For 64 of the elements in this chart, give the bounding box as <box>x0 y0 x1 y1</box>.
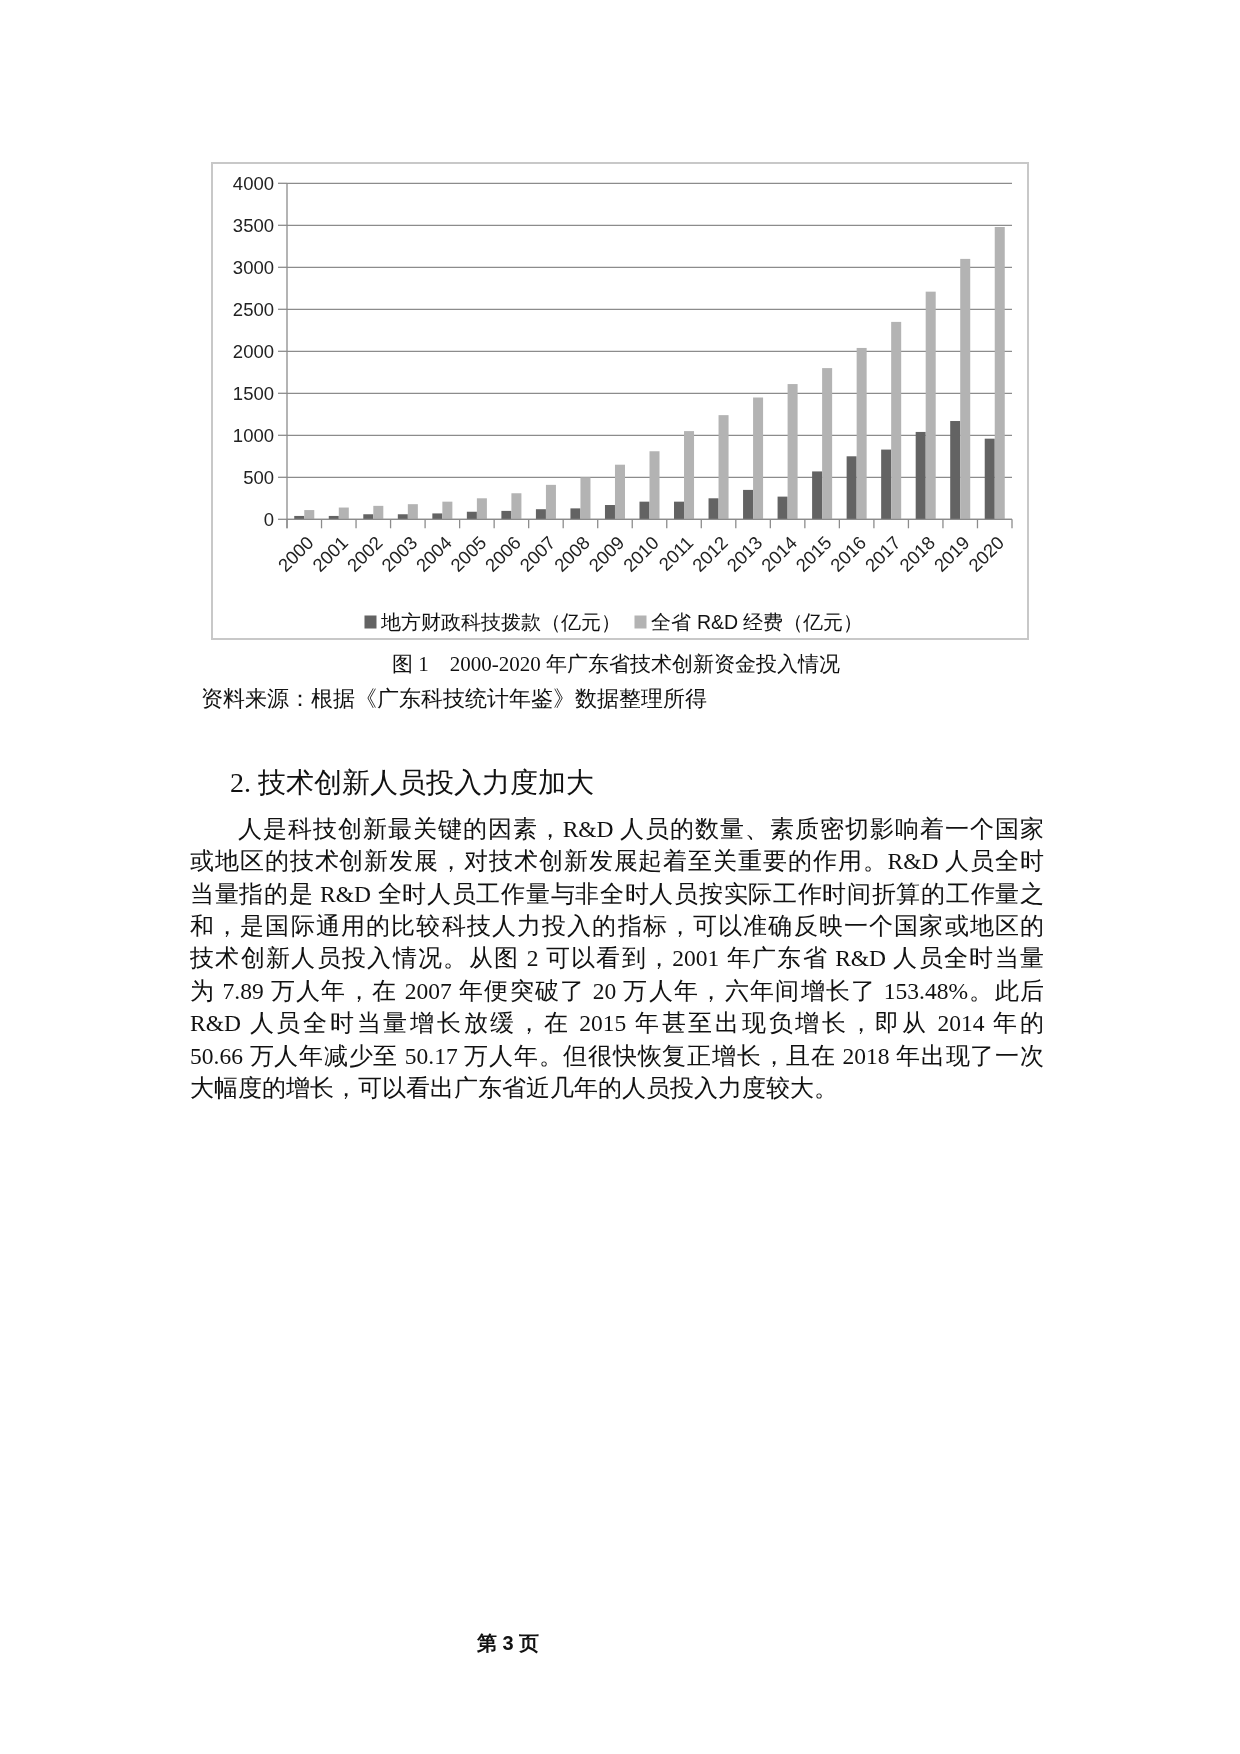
y-tick-label: 2500 <box>232 298 274 320</box>
y-tick-label: 3500 <box>232 214 274 236</box>
text: 人是科技创新最关键的因素，R&D 人员的数量、素质密切影响着一个国家 <box>238 814 1044 844</box>
bar <box>984 438 995 520</box>
y-tick-label: 3000 <box>232 256 274 278</box>
y-tick-label: 1500 <box>232 382 274 404</box>
bar <box>639 501 650 520</box>
text: 图 1 2000-2020 年广东省技术创新资金投入情况 <box>392 652 840 676</box>
bar <box>753 397 764 520</box>
bar <box>674 501 685 520</box>
bar <box>442 501 453 520</box>
text: 2. 技术创新人员投入力度加大 <box>230 766 594 798</box>
bar <box>373 505 384 520</box>
bar <box>304 510 315 520</box>
text: 第 3 页 <box>475 1632 540 1654</box>
legend-label: 地方财政科技拨款（亿元） <box>380 611 622 633</box>
bar <box>535 509 546 520</box>
bar <box>718 415 729 520</box>
text: R&D 人员全时当量增长放缓，在 2015 年甚至出现负增长，即从 2014 年的 <box>190 1009 1044 1039</box>
y-tick-label: 0 <box>263 508 274 530</box>
bar <box>397 514 408 520</box>
bar <box>466 511 477 520</box>
bar <box>777 496 788 520</box>
y-tick-label: 1000 <box>232 424 274 446</box>
bar <box>708 498 719 520</box>
y-tick-label: 2000 <box>232 340 274 362</box>
bar <box>915 431 926 520</box>
bar <box>994 226 1005 520</box>
bar <box>580 477 591 520</box>
bar <box>363 514 374 520</box>
bar <box>432 513 443 520</box>
text: 和，是国际通用的比较科技人力投入的指标，可以准确反映一个国家或地区的 <box>190 912 1044 941</box>
text: 为 7.89 万人年，在 2007 年便突破了 20 万人年，六年间增长了 153.48%。此后 <box>190 976 1044 1006</box>
bar <box>891 321 902 520</box>
y-tick-label: 500 <box>243 466 274 488</box>
bar <box>570 508 581 520</box>
text: 技术创新人员投入情况。从图 2 可以看到，2001 年广东省 R&D 人员全时当量 <box>190 944 1044 974</box>
bar <box>856 347 867 520</box>
bar <box>925 291 936 520</box>
bar <box>511 493 522 520</box>
bar <box>649 451 660 520</box>
text: 或地区的技术创新发展，对技术创新发展起着至关重要的作用。R&D 人员全时 <box>190 847 1044 877</box>
bar <box>604 505 615 520</box>
bar <box>787 384 798 520</box>
bar <box>881 449 892 520</box>
legend-label: 全省 R&D 经费（亿元） <box>651 611 864 633</box>
bar <box>545 484 556 520</box>
bar <box>614 464 625 520</box>
bar <box>846 456 857 520</box>
text: 资料来源：根据《广东科技统计年鉴》数据整理所得 <box>201 687 707 711</box>
text: 50.66 万人年减少至 50.17 万人年。但很快恢复正增长，且在 2018 年出现了一次 <box>190 1041 1044 1071</box>
bar <box>812 471 823 520</box>
bar <box>822 368 833 520</box>
bar <box>950 421 961 520</box>
bar <box>476 498 487 520</box>
y-tick-label: 4000 <box>232 172 274 194</box>
bar <box>743 489 754 520</box>
text: 当量指的是 R&D 全时人员工作量与非全时人员按实际工作时间折算的工作量之 <box>190 879 1044 909</box>
bar <box>960 258 971 520</box>
bar <box>684 431 695 520</box>
bar <box>501 510 512 520</box>
bar <box>338 507 349 520</box>
bar <box>407 504 418 520</box>
text: 大幅度的增长，可以看出广东省近几年的人员投入力度较大。 <box>190 1074 839 1103</box>
